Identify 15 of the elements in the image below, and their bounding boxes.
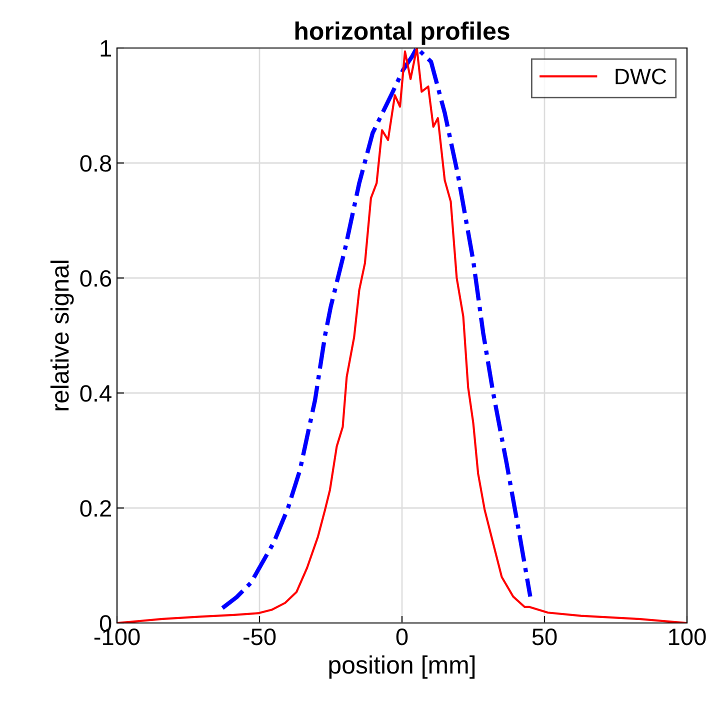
line-series: [220, 48, 532, 610]
chart-title: horizontal profiles: [295, 22, 510, 45]
y-tick-label: 0.8: [80, 155, 112, 172]
x-tick-label: 50: [532, 628, 557, 646]
y-tick-label: 0.2: [80, 500, 111, 517]
x-tick-label: 0: [396, 628, 408, 646]
y-tick-label: 1: [100, 40, 111, 57]
y-axis-title: relative signal: [50, 260, 74, 410]
x-tick-label: 100: [669, 628, 706, 646]
y-tick-label: 0.4: [80, 385, 112, 402]
legend-label: DWC: [616, 68, 666, 84]
x-tick-label: -50: [243, 628, 276, 646]
y-tick-label: 0.6: [80, 270, 112, 287]
line-series: [117, 48, 687, 623]
x-axis-title: position [mm]: [329, 655, 475, 679]
